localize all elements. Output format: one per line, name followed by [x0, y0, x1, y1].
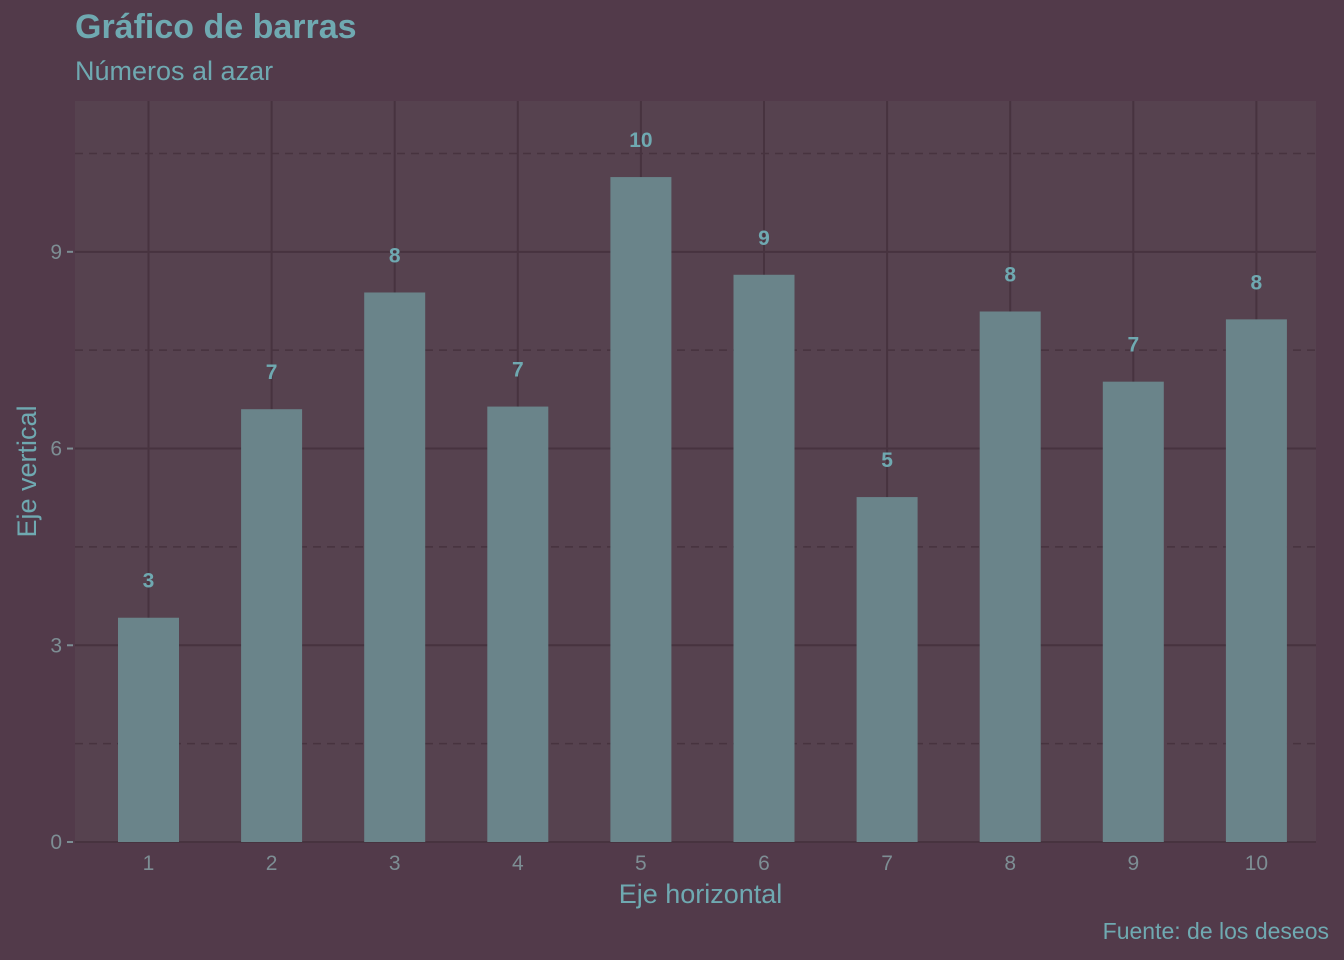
x-tick-label: 6 [758, 852, 770, 875]
chart-subtitle: Números al azar [75, 56, 274, 86]
x-tick-label: 7 [881, 852, 893, 875]
data-label: 10 [629, 129, 652, 152]
y-tick-label: 9 [50, 241, 62, 264]
chart-title: Gráfico de barras [75, 8, 357, 46]
data-label: 8 [1251, 271, 1263, 294]
data-label: 5 [881, 449, 893, 472]
bar [1225, 319, 1287, 842]
bar [241, 409, 303, 842]
bar [118, 617, 179, 842]
data-label: 3 [143, 570, 155, 593]
x-tick-label: 10 [1245, 852, 1268, 875]
bar [1102, 381, 1164, 842]
bar [610, 177, 672, 842]
data-label: 9 [758, 227, 770, 250]
x-tick-label: 5 [635, 852, 647, 875]
bar [487, 406, 549, 842]
x-tick-label: 3 [389, 852, 401, 875]
y-tick-label: 6 [50, 438, 62, 461]
bar [733, 274, 795, 843]
x-tick-label: 2 [266, 852, 278, 875]
bar [979, 311, 1041, 842]
data-label: 7 [266, 361, 278, 384]
data-label: 8 [389, 244, 401, 267]
y-tick-label: 0 [50, 831, 62, 854]
data-label: 7 [512, 359, 524, 382]
chart-caption: Fuente: de los deseos [1102, 918, 1329, 944]
x-axis-title: Eje horizontal [619, 879, 783, 909]
y-tick-label: 3 [50, 634, 62, 657]
bar [856, 497, 918, 842]
y-axis-title: Eje vertical [12, 405, 42, 537]
bar [364, 292, 426, 843]
x-tick-label: 1 [143, 852, 155, 875]
x-tick-label: 4 [512, 852, 524, 875]
x-tick-label: 8 [1004, 852, 1016, 875]
data-label: 8 [1004, 263, 1016, 286]
data-label: 7 [1127, 334, 1139, 357]
x-tick-label: 9 [1127, 852, 1139, 875]
